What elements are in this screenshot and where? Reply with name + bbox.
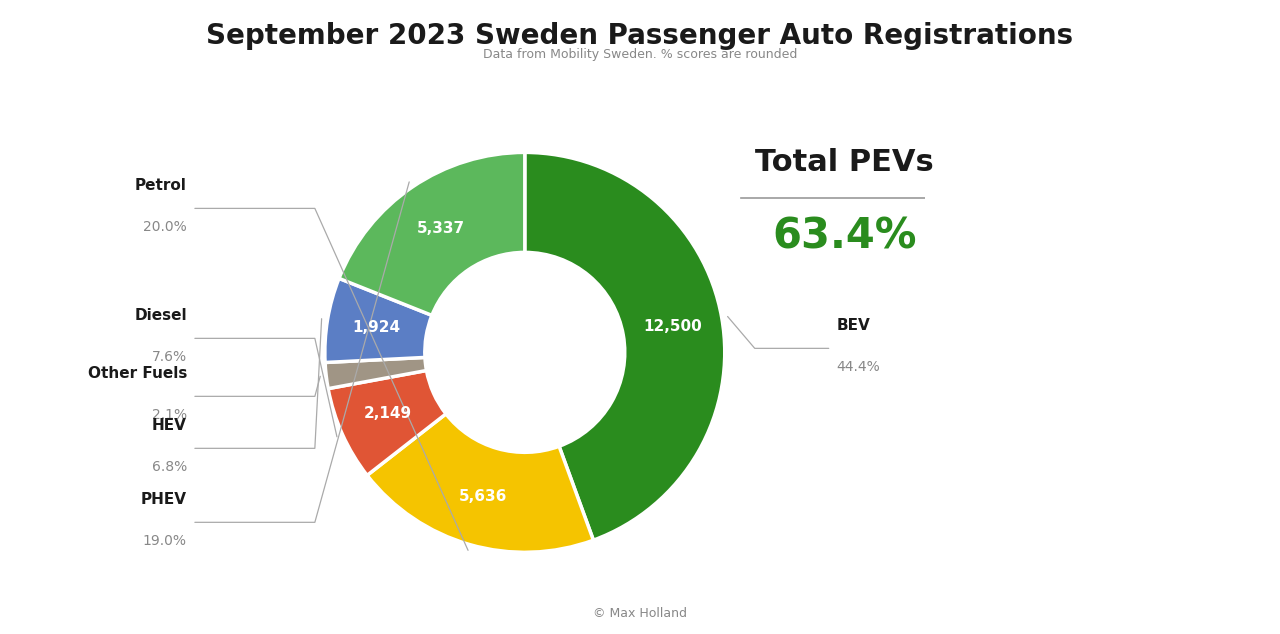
Text: Petrol: Petrol [134,178,187,193]
Text: 12,500: 12,500 [643,319,701,333]
Text: 2.1%: 2.1% [152,408,187,422]
Text: 5,337: 5,337 [416,221,465,236]
Text: Other Fuels: Other Fuels [87,366,187,382]
Text: HEV: HEV [152,418,187,434]
Text: BEV: BEV [837,318,870,333]
Wedge shape [339,152,525,315]
Wedge shape [325,278,431,363]
Text: 7.6%: 7.6% [152,351,187,365]
Text: 63.4%: 63.4% [772,216,916,257]
Text: 2,149: 2,149 [364,406,412,422]
Text: 20.0%: 20.0% [143,221,187,235]
Wedge shape [325,358,426,389]
Text: 5,636: 5,636 [460,489,508,504]
Wedge shape [367,414,594,552]
Text: 44.4%: 44.4% [837,360,881,374]
Text: Diesel: Diesel [134,308,187,323]
Wedge shape [328,370,445,476]
Text: PHEV: PHEV [141,493,187,507]
Text: 1,924: 1,924 [353,320,401,335]
Text: September 2023 Sweden Passenger Auto Registrations: September 2023 Sweden Passenger Auto Reg… [206,22,1074,50]
Text: © Max Holland: © Max Holland [593,607,687,620]
Text: Total PEVs: Total PEVs [755,148,934,177]
Text: 19.0%: 19.0% [143,534,187,548]
Text: 6.8%: 6.8% [151,460,187,474]
Wedge shape [525,152,724,540]
Text: Data from Mobility Sweden. % scores are rounded: Data from Mobility Sweden. % scores are … [483,48,797,61]
